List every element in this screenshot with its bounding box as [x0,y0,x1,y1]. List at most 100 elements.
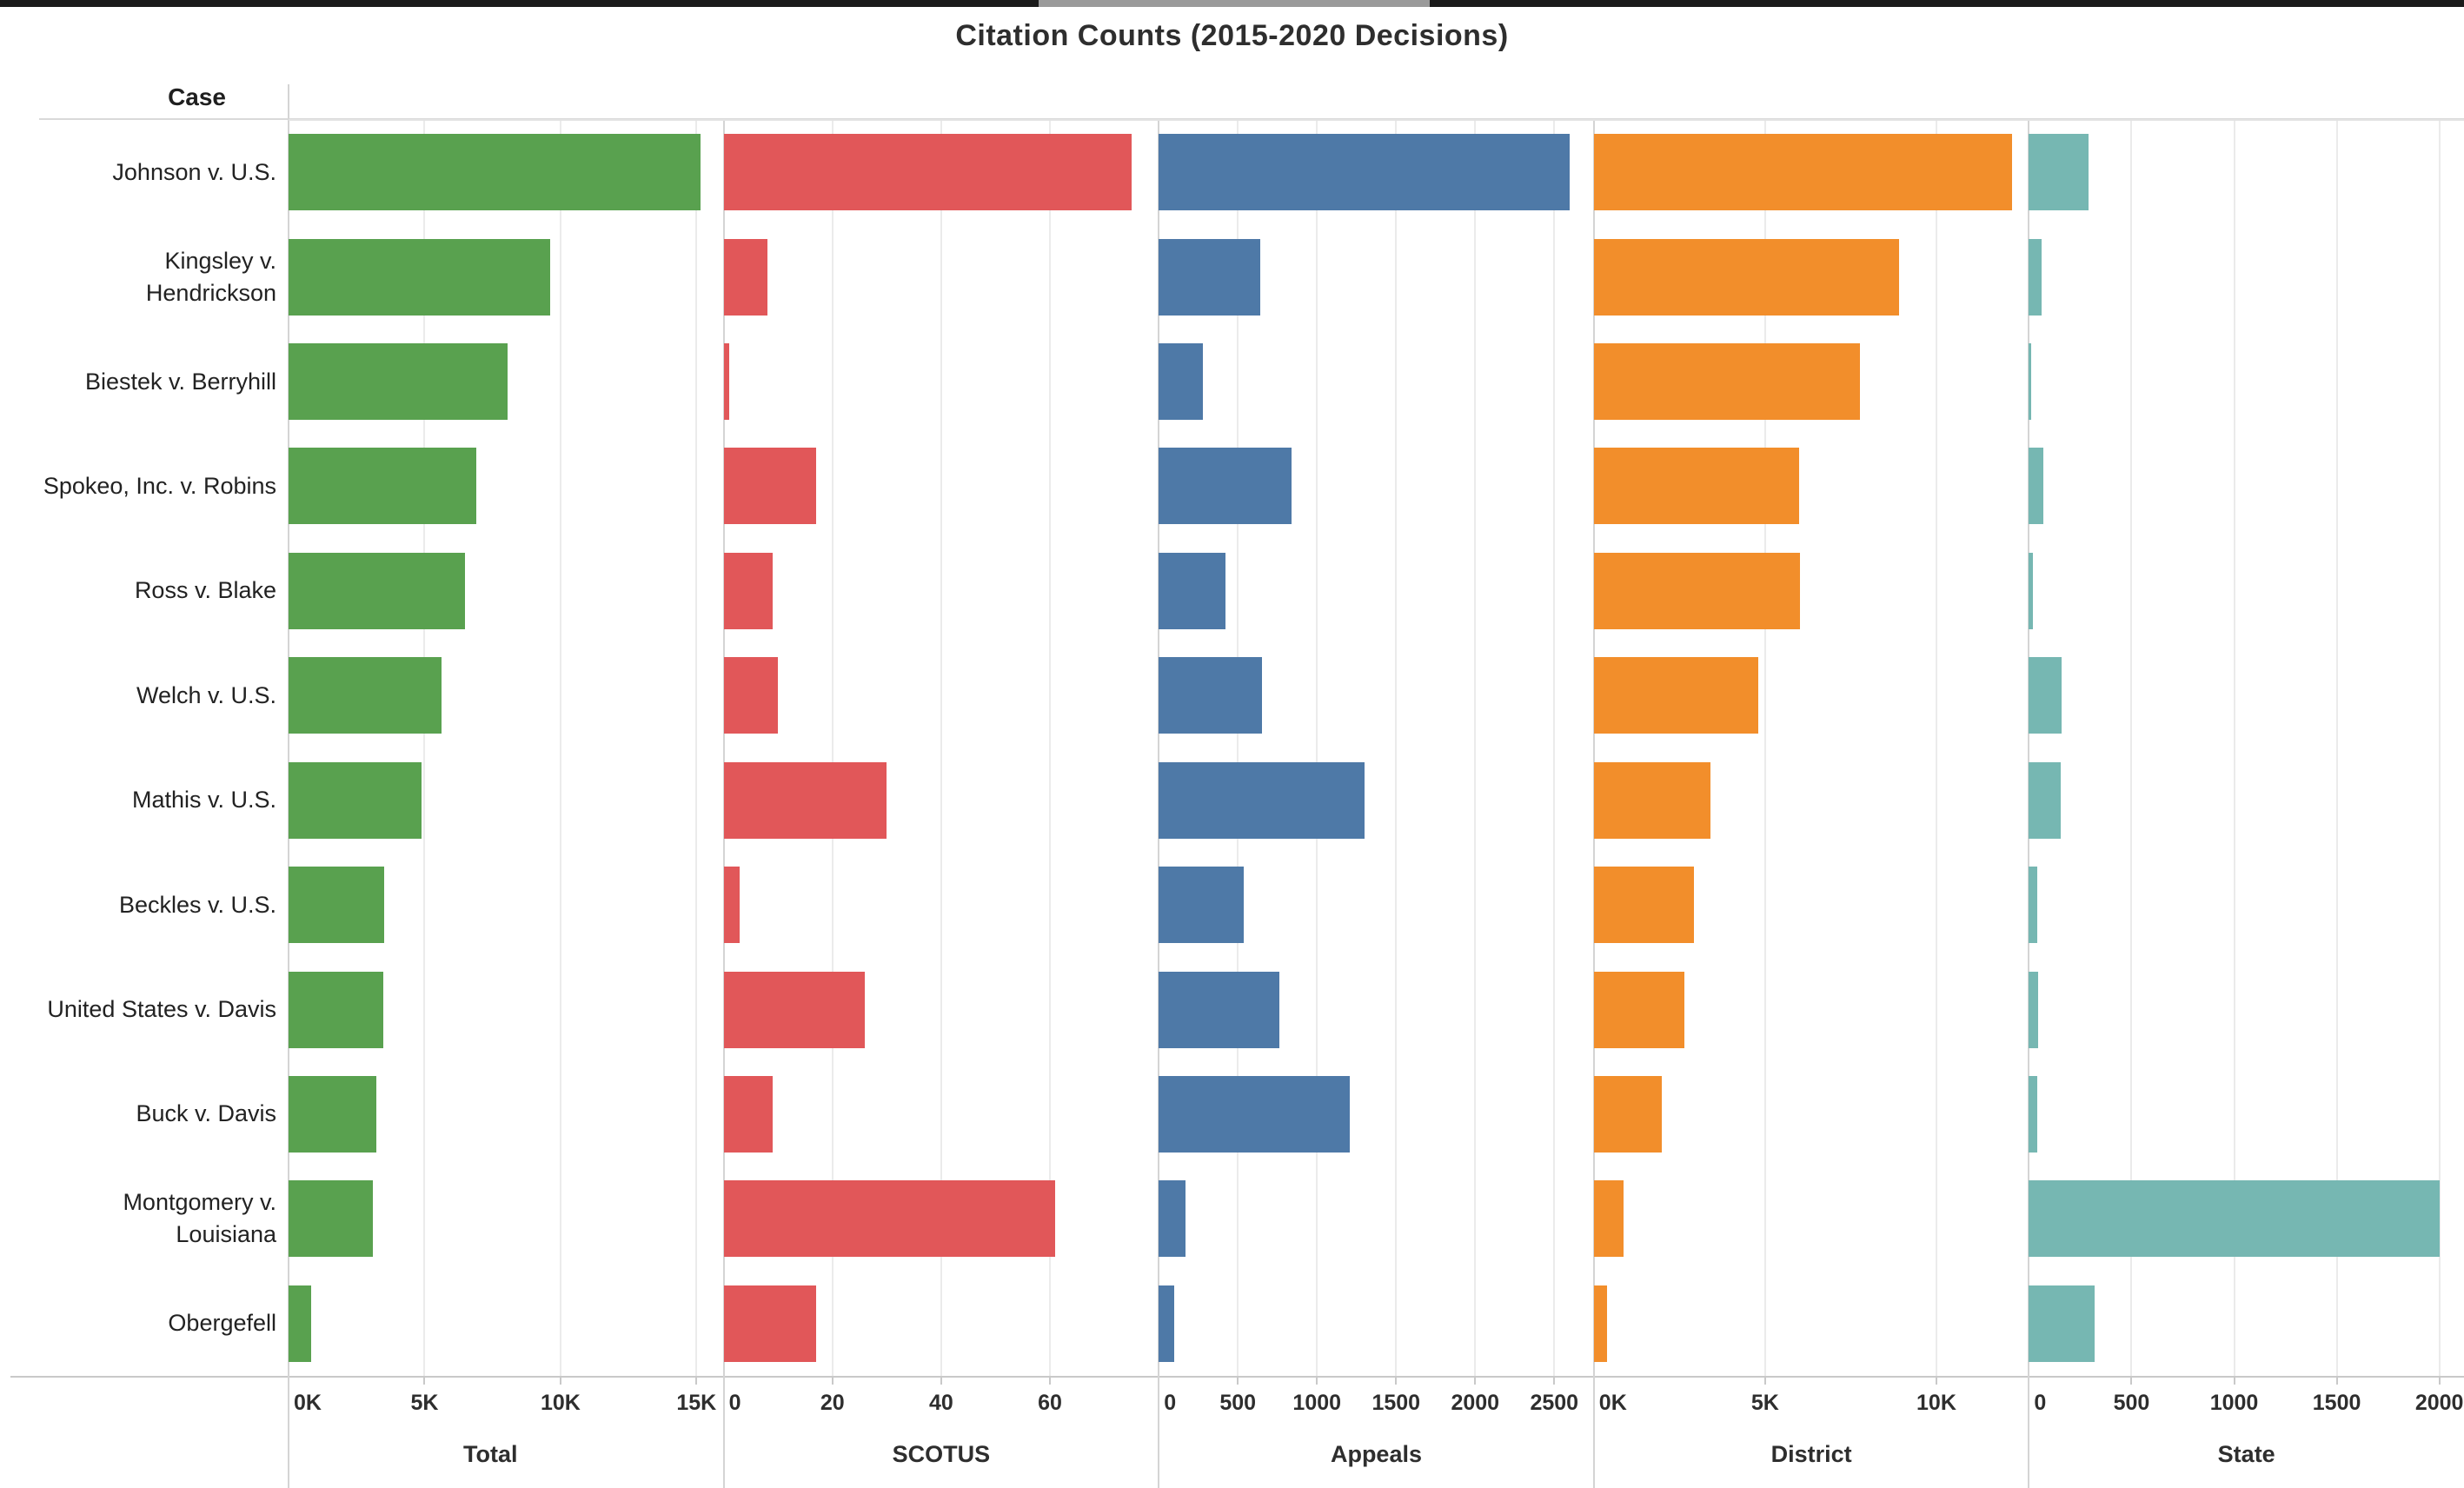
bar-district-mark[interactable] [1593,657,1759,734]
axis-tick-label: 5K [1750,1391,1779,1415]
bar-appeals-mark[interactable] [1159,867,1245,944]
bar-state-mark[interactable] [2029,343,2031,421]
bar-scotus-mark[interactable] [723,761,887,839]
bar-total-mark[interactable] [289,552,465,629]
row-label-line: Spokeo, Inc. v. Robins [43,472,276,499]
axis-tick-label: 0 [2034,1391,2047,1415]
bar-scotus-mark[interactable] [723,1180,1056,1258]
gridline [1553,120,1556,1376]
row-label[interactable]: Buck v. Davis [0,1062,276,1166]
bar-appeals-mark[interactable] [1159,238,1260,316]
row-label-line: Mathis v. U.S. [131,787,276,814]
bar-scotus-mark[interactable] [723,971,866,1048]
axis-tick-label: 500 [1219,1391,1257,1415]
axis-tick-mark [1935,1378,1937,1385]
bar-district-mark[interactable] [1593,448,1799,525]
bar-state-mark[interactable] [2029,867,2037,944]
bar-scotus-mark[interactable] [723,1285,816,1362]
bar-total-mark[interactable] [289,971,383,1048]
bar-total-mark[interactable] [289,238,550,316]
bar-appeals-mark[interactable] [1159,1285,1175,1362]
axis-title-label: Appeals [1330,1441,1422,1467]
bar-district-mark[interactable] [1593,1075,1662,1153]
bar-total-mark[interactable] [289,867,384,944]
row-label[interactable]: Beckles v. U.S. [0,853,276,957]
bar-state-mark[interactable] [2029,238,2042,316]
bar-scotus-mark[interactable] [723,552,773,629]
sort-descending-icon[interactable] [236,88,257,107]
bar-state-mark[interactable] [2029,971,2039,1048]
row-label[interactable]: Biestek v. Berryhill [0,329,276,434]
row-label[interactable]: Mathis v. U.S. [0,748,276,853]
bar-total-mark[interactable] [289,1075,377,1153]
sort-descending-icon[interactable] [528,1445,549,1465]
bar-total-mark[interactable] [289,1180,373,1258]
axis-title-state: State [2029,1441,2464,1468]
bar-appeals-mark[interactable] [1159,1180,1186,1258]
bar-appeals-mark[interactable] [1159,134,1571,211]
bar-total-mark[interactable] [289,343,508,421]
row-label[interactable]: Montgomery v. Louisiana [0,1166,276,1271]
row-label[interactable]: United States v. Davis [0,957,276,1061]
bar-state-mark[interactable] [2029,552,2034,629]
bar-total-mark[interactable] [289,448,477,525]
row-label[interactable]: Obergefell [0,1272,276,1376]
bar-appeals-mark[interactable] [1159,343,1204,421]
bar-appeals-mark[interactable] [1159,761,1365,839]
gridline [1474,120,1477,1376]
axis-title-appeals: Appeals [1159,1441,1594,1468]
row-label[interactable]: Kingsley v. Hendrickson [0,224,276,329]
bar-state-mark[interactable] [2029,761,2061,839]
bar-scotus-mark[interactable] [723,657,779,734]
bar-appeals-mark[interactable] [1159,1075,1351,1153]
gridline [2335,120,2338,1376]
bar-district-mark[interactable] [1593,1180,1624,1258]
bar-appeals-mark[interactable] [1159,448,1292,525]
axis-tick-label: 1500 [2312,1391,2361,1415]
bar-scotus-mark[interactable] [723,343,729,421]
bar-total-mark[interactable] [289,761,422,839]
bar-appeals-mark[interactable] [1159,552,1225,629]
bar-scotus-mark[interactable] [723,867,741,944]
plot-top-border [289,119,2464,121]
bar-state-mark[interactable] [2029,1075,2037,1153]
bar-district-mark[interactable] [1593,761,1710,839]
axis-tick-mark [2130,1378,2133,1385]
axis-tick-mark [1237,1378,1239,1385]
axis-tick-label: 5K [410,1391,439,1415]
bar-district-mark[interactable] [1593,867,1695,944]
bar-scotus-mark[interactable] [723,448,816,525]
bar-district-mark[interactable] [1593,343,1860,421]
bar-state-mark[interactable] [2029,1180,2440,1258]
bar-appeals-mark[interactable] [1159,971,1279,1048]
case-column-header[interactable]: Case [0,80,257,115]
row-label-line: Welch v. U.S. [136,681,276,708]
row-label[interactable]: Johnson v. U.S. [0,120,276,224]
bar-district-mark[interactable] [1593,552,1801,629]
row-label[interactable]: Ross v. Blake [0,539,276,643]
bar-scotus-mark[interactable] [723,1075,773,1153]
row-label-line: Ross v. Blake [134,577,276,604]
row-label[interactable]: Spokeo, Inc. v. Robins [0,434,276,538]
bar-state-mark[interactable] [2029,1285,2095,1362]
window-top-edge-segment [1039,0,1430,7]
bar-scotus-mark[interactable] [723,238,767,316]
axis-tick-label: 40 [928,1391,953,1415]
bar-district-mark[interactable] [1593,134,2012,211]
bar-total-mark[interactable] [289,1285,311,1362]
bar-state-mark[interactable] [2029,448,2043,525]
bar-state-mark[interactable] [2029,134,2089,211]
bar-scotus-mark[interactable] [723,134,1132,211]
bar-total-mark[interactable] [289,657,442,734]
gridline [423,120,426,1376]
bar-district-mark[interactable] [1593,971,1684,1048]
bar-state-mark[interactable] [2029,657,2062,734]
bar-district-mark[interactable] [1593,238,1899,316]
bar-district-mark[interactable] [1593,1285,1607,1362]
axis-tick-mark [2335,1378,2338,1385]
bar-appeals-mark[interactable] [1159,657,1262,734]
row-label[interactable]: Welch v. U.S. [0,643,276,747]
bar-total-mark[interactable] [289,134,701,211]
gridline [940,120,942,1376]
